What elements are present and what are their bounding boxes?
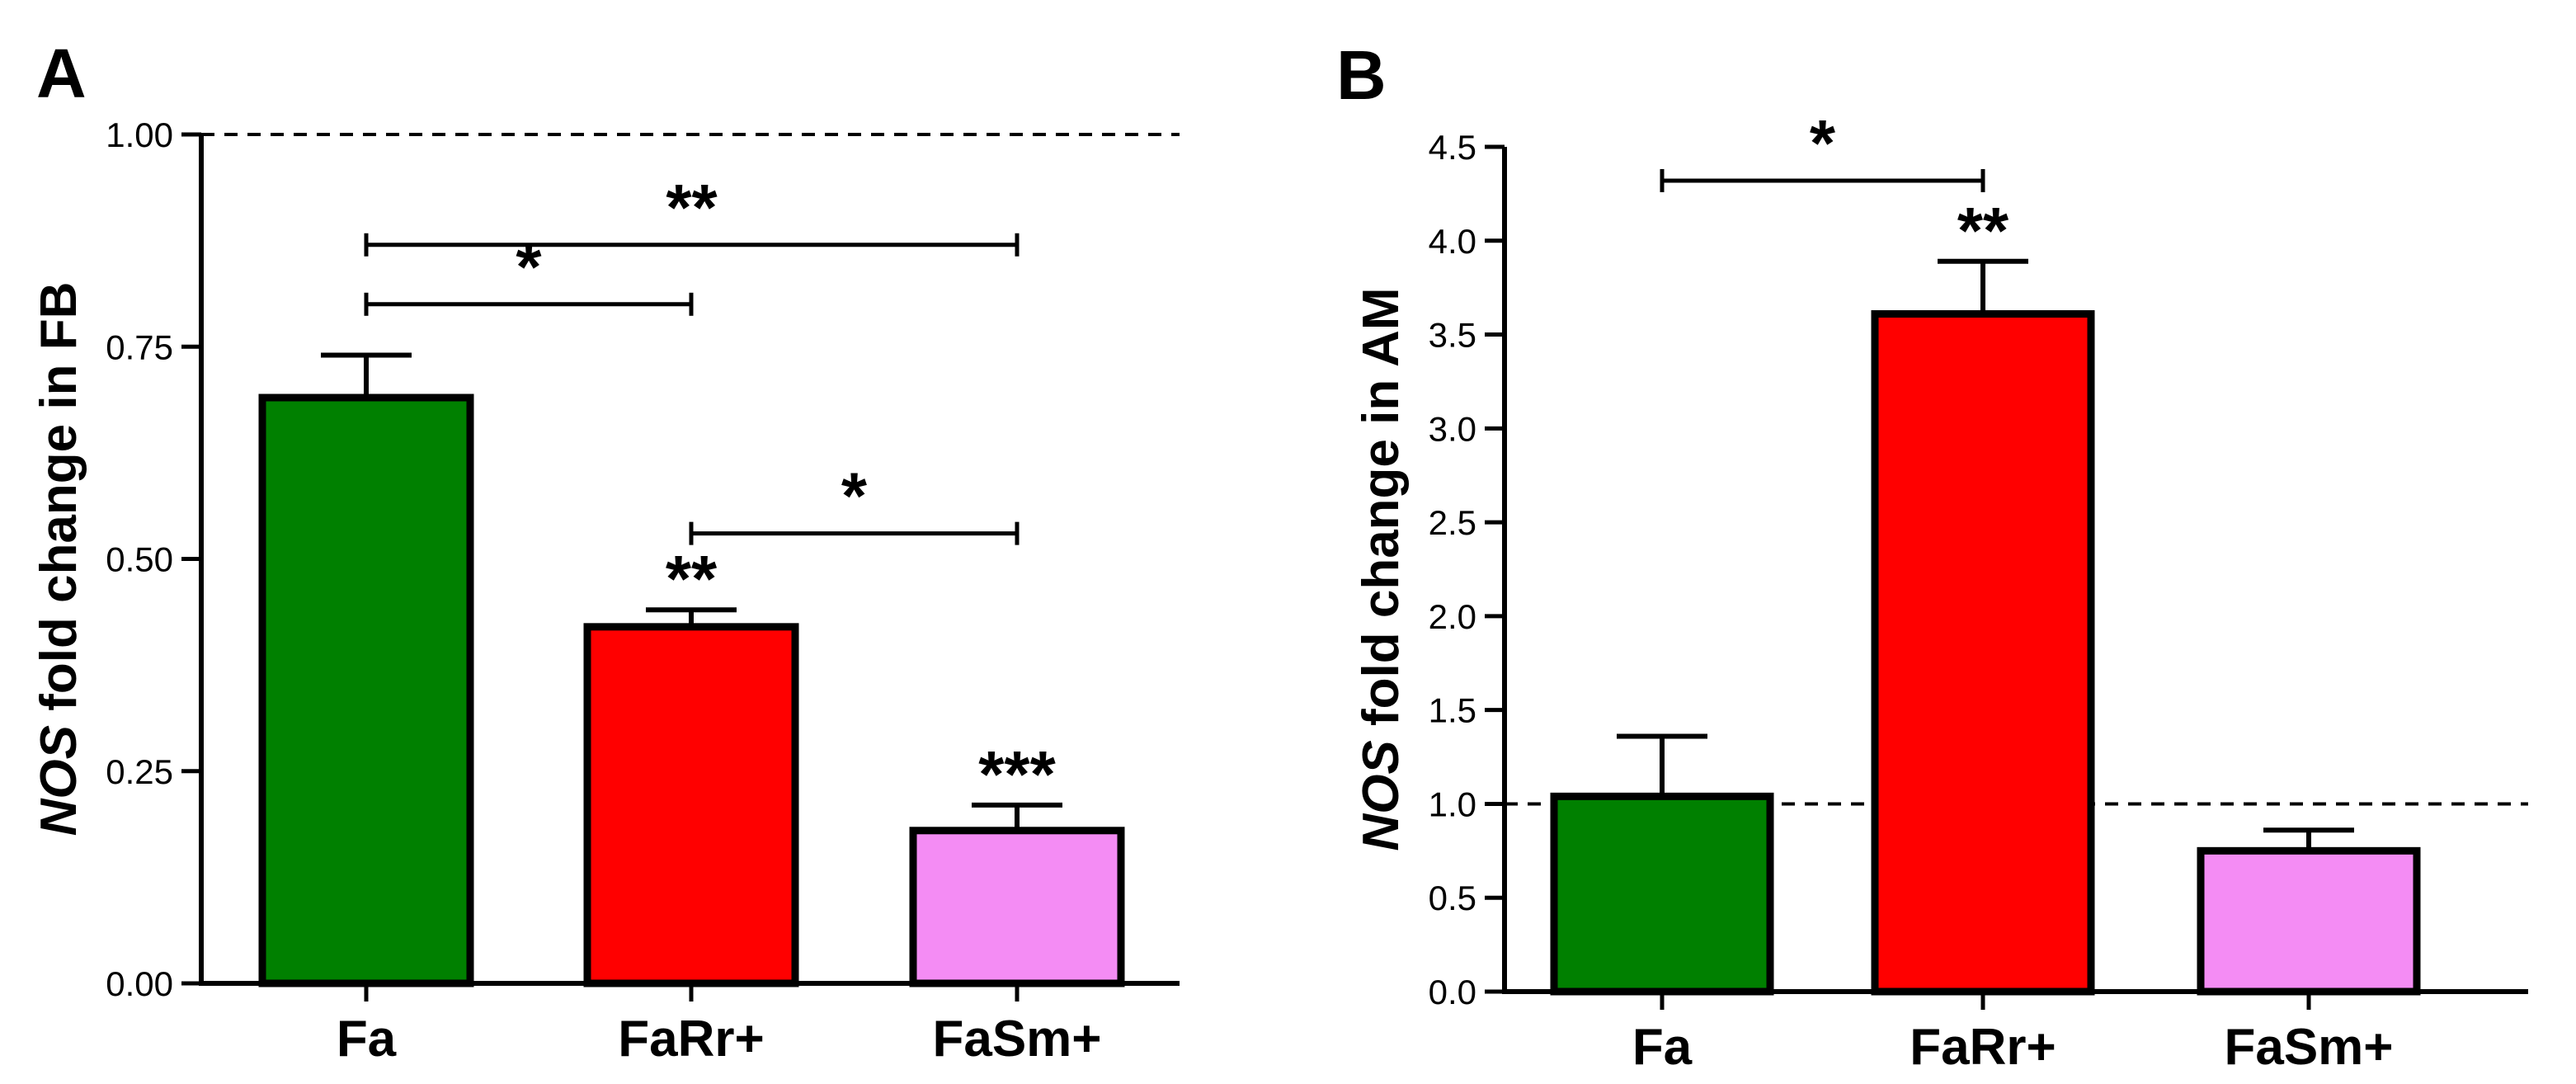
panel-a-y-tick-label: 0.00 <box>106 964 173 1003</box>
panel-b-y-tick-label: 0.5 <box>1429 879 1476 917</box>
panel-b-category-label: Fa <box>1632 1019 1693 1076</box>
panel-a-y-axis-title-text: fold change in FB <box>31 282 87 725</box>
panel-a-y-tick-label: 1.00 <box>106 115 173 154</box>
panel-b-bar-fa <box>1550 792 1774 996</box>
panel-b-y-tick-label: 1.5 <box>1429 691 1476 730</box>
panel-a-category-label: FaSm+ <box>932 1011 1101 1068</box>
panel-b-y-tick-label: 1.0 <box>1429 785 1476 823</box>
panel-a-y-tick-label: 0.50 <box>106 540 173 579</box>
panel-b-category-label: FaSm+ <box>2224 1019 2393 1076</box>
panel-a-letter: A <box>36 35 87 112</box>
panel-b-category-label: FaRr+ <box>1910 1019 2056 1076</box>
panel-b-y-tick-label: 0.0 <box>1429 973 1476 1011</box>
panel-b-y-tick-label: 3.0 <box>1429 409 1476 448</box>
panel-b-bar-significance: ** <box>1957 194 2009 267</box>
panel-a: A NOS fold change in FB 0.00 0.25 0.50 0.75 1.… <box>31 35 1180 1068</box>
panel-a-category-label: FaRr+ <box>618 1011 764 1068</box>
panel-b-y-tick-label: 4.0 <box>1429 222 1476 261</box>
panel-b-y-tick-label: 4.5 <box>1429 128 1476 167</box>
panel-a-bar-fa <box>258 394 474 987</box>
panel-a-comparison-significance: ** <box>666 171 718 244</box>
panel-a-y-axis-title-gene: NOS <box>31 725 87 836</box>
panel-b-y-tick-label: 3.5 <box>1429 316 1476 355</box>
panel-b-y-tick-label: 2.5 <box>1429 503 1476 542</box>
panel-a-bar-farr-plus <box>583 623 799 987</box>
panel-b-bar-fasm-plus <box>2197 846 2421 996</box>
panel-a-bar-fasm-plus <box>909 827 1125 987</box>
panel-a-bar-significance: ** <box>666 542 718 615</box>
panel-b-letter: B <box>1336 36 1387 114</box>
panel-a-bar-significance: *** <box>978 738 1056 811</box>
panel-a-comparison-significance: * <box>841 460 868 533</box>
panel-b-y-axis-title-gene: NOS <box>1353 740 1410 851</box>
panel-b: B NOS fold change in AM 0.0 0.5 1.0 1.5 2.0 2.5… <box>1336 36 2528 1076</box>
panel-a-y-tick-label: 0.75 <box>106 328 173 366</box>
panel-b-y-tick-label: 2.0 <box>1429 597 1476 636</box>
panel-a-category-label: Fa <box>337 1011 397 1068</box>
panel-b-y-axis-title: NOS fold change in AM <box>1353 287 1410 851</box>
panel-b-bar-farr-plus <box>1871 310 2095 996</box>
panel-b-comparison-significance: * <box>1810 106 1836 180</box>
panel-a-y-tick-label: 0.25 <box>106 752 173 791</box>
panel-a-y-axis-title: NOS fold change in FB <box>31 282 87 837</box>
panel-b-y-axis-title-text: fold change in AM <box>1353 287 1410 740</box>
panel-a-comparison-significance: * <box>516 230 542 304</box>
